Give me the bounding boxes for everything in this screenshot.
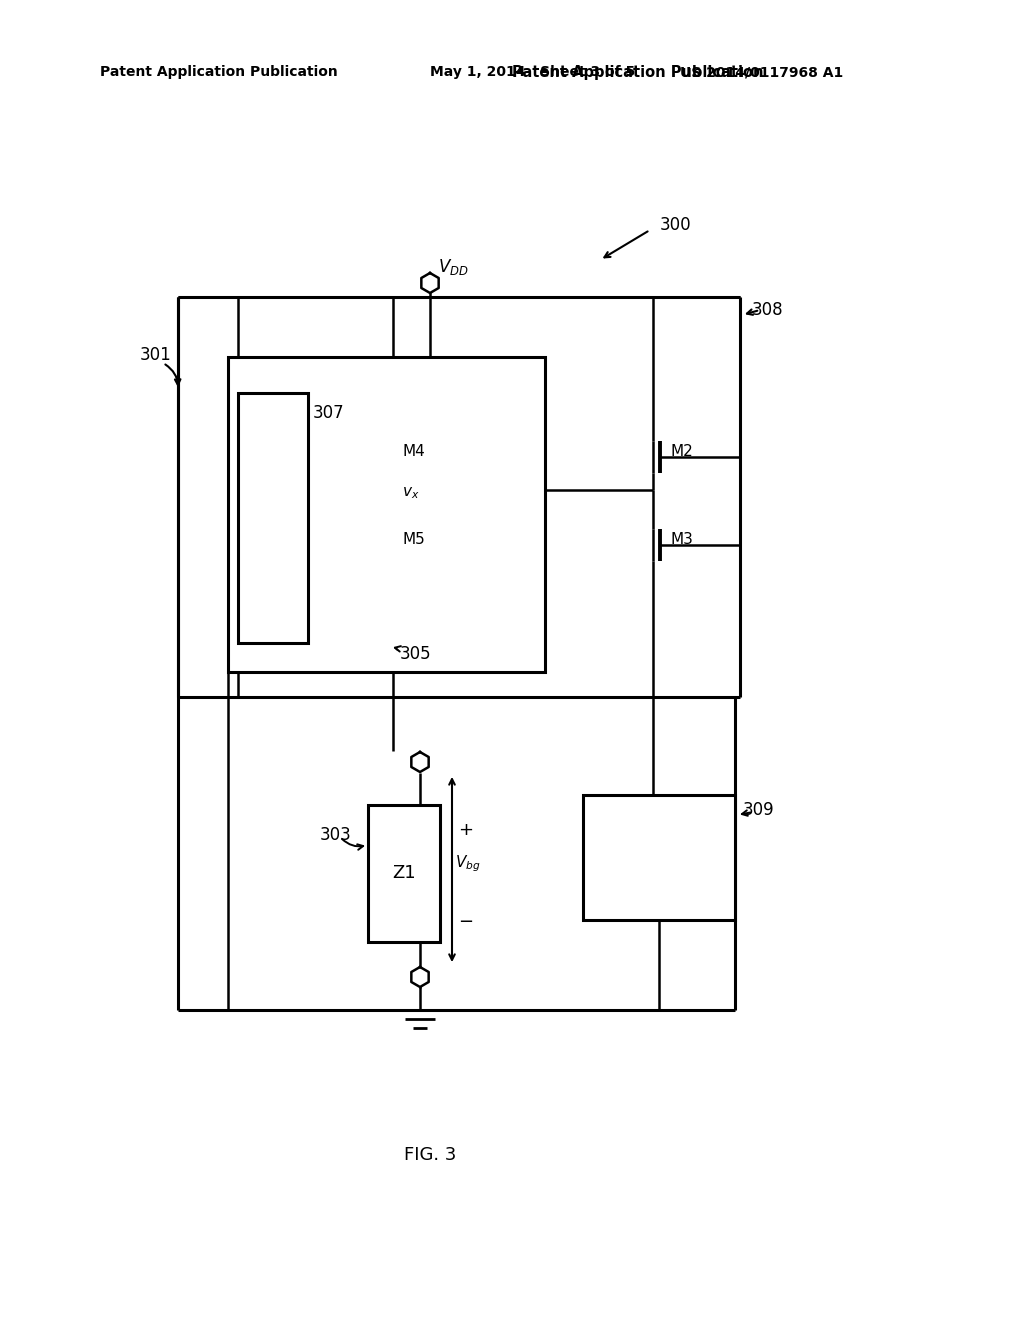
Text: −: − bbox=[458, 913, 473, 931]
Polygon shape bbox=[412, 752, 429, 772]
Text: 301: 301 bbox=[140, 346, 172, 364]
Bar bbox=[368, 805, 440, 942]
Text: M2: M2 bbox=[670, 444, 693, 458]
Text: US 2014/0117968 A1: US 2014/0117968 A1 bbox=[680, 65, 843, 79]
Text: 305: 305 bbox=[400, 645, 432, 663]
Text: 307: 307 bbox=[313, 404, 345, 422]
Text: +: + bbox=[458, 821, 473, 840]
Text: $V_{bg}$: $V_{bg}$ bbox=[455, 853, 480, 874]
Text: M4: M4 bbox=[402, 444, 425, 458]
Text: 303: 303 bbox=[319, 826, 352, 843]
Text: M3: M3 bbox=[670, 532, 693, 546]
Text: Patent Application Publication: Patent Application Publication bbox=[512, 65, 764, 79]
Polygon shape bbox=[412, 968, 429, 987]
Text: $V_{DD}$: $V_{DD}$ bbox=[438, 257, 469, 277]
Bar bbox=[238, 393, 308, 643]
Text: $v_x$: $v_x$ bbox=[402, 486, 420, 500]
Bar bbox=[583, 795, 735, 920]
Bar bbox=[228, 356, 545, 672]
Text: 300: 300 bbox=[660, 216, 691, 234]
Text: Patent Application Publication: Patent Application Publication bbox=[100, 65, 338, 79]
Polygon shape bbox=[421, 273, 438, 293]
Text: M5: M5 bbox=[402, 532, 425, 546]
Text: May 1, 2014   Sheet 3 of 5: May 1, 2014 Sheet 3 of 5 bbox=[430, 65, 635, 79]
Text: 308: 308 bbox=[752, 301, 783, 319]
Text: FIG. 3: FIG. 3 bbox=[403, 1146, 456, 1164]
Text: Z1: Z1 bbox=[392, 865, 416, 883]
Text: 309: 309 bbox=[743, 801, 774, 818]
